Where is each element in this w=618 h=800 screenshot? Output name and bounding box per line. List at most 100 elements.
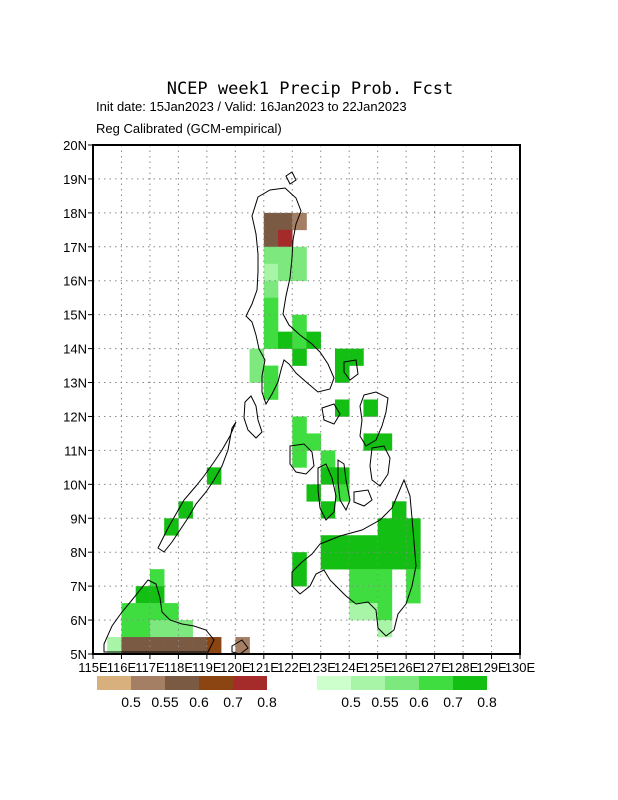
lat-tick-label: 12N <box>63 409 87 424</box>
probability-cell <box>406 586 421 604</box>
probability-cell <box>292 246 307 265</box>
probability-cell <box>391 501 407 519</box>
legend-wet-label: 0.5 <box>341 694 361 710</box>
legend-dry-label: 0.55 <box>151 694 178 710</box>
probability-cell <box>406 535 421 553</box>
probability-cell <box>263 212 279 231</box>
coast-catanduanes <box>343 359 359 381</box>
coast-luzon <box>245 187 335 406</box>
lat-tick-label: 8N <box>70 545 87 560</box>
probability-cell <box>278 246 293 265</box>
latitude-tick-labels: 5N 6N 7N 8N 9N 10N 11N 12N 13N 14N 15N 16N 17N 18N 19N… <box>63 138 93 662</box>
probability-cell <box>334 535 350 553</box>
probability-cell <box>263 382 279 400</box>
probability-cell <box>363 552 378 570</box>
probability-cell <box>363 399 378 417</box>
probability-cell <box>149 586 165 604</box>
lat-tick-label: 15N <box>63 308 87 323</box>
probability-cell <box>292 331 307 349</box>
lon-tick-label: 117E <box>135 660 165 675</box>
probability-cell <box>263 365 279 383</box>
lon-tick-label: 121E <box>249 660 280 675</box>
lat-tick-label: 20N <box>63 138 87 153</box>
coast-leyte <box>369 445 391 487</box>
probability-cell <box>363 569 378 587</box>
legend-dry-swatch <box>97 676 131 690</box>
lon-tick-label: 123E <box>306 660 337 675</box>
probability-cell <box>206 637 222 655</box>
probability-cell <box>164 637 179 655</box>
probability-cell <box>164 603 179 621</box>
legend-wet-swatch <box>351 676 385 690</box>
probability-cell <box>377 535 393 553</box>
lat-tick-label: 9N <box>70 511 87 526</box>
probability-cell <box>292 552 307 570</box>
probability-cell <box>135 603 151 621</box>
lon-tick-label: 118E <box>164 660 194 675</box>
probability-cell <box>292 263 307 282</box>
legend-dry-swatch <box>131 676 165 690</box>
coast-bohol <box>353 489 373 507</box>
probability-cell <box>292 569 307 587</box>
probability-cell <box>306 331 322 349</box>
lat-tick-label: 17N <box>63 240 87 255</box>
lon-tick-label: 128E <box>448 660 479 675</box>
legend-wet-swatch <box>419 676 453 690</box>
lat-tick-label: 11N <box>64 443 87 458</box>
legend-wet-label: 0.7 <box>443 694 463 710</box>
probability-cell <box>406 518 421 536</box>
coast-babuyan <box>285 171 297 185</box>
lat-tick-label: 5N <box>70 647 87 662</box>
probability-cell <box>278 331 293 349</box>
probability-cell <box>135 637 151 655</box>
probability-cell <box>278 229 293 248</box>
probability-cell <box>263 297 279 315</box>
coast-negros <box>317 463 337 521</box>
probability-cell <box>363 603 378 621</box>
probability-cell <box>149 637 165 655</box>
probability-cell <box>377 620 393 638</box>
probability-cell <box>320 467 336 485</box>
lat-tick-label: 7N <box>70 579 87 594</box>
lon-tick-label: 124E <box>334 660 365 675</box>
legend-dry-label: 0.7 <box>223 694 243 710</box>
probability-cell <box>391 535 407 553</box>
probability-cell <box>292 314 307 332</box>
lon-tick-label: 116E <box>107 660 137 675</box>
probability-cell <box>406 552 421 570</box>
probability-cell <box>292 450 307 468</box>
probability-cell <box>363 433 378 451</box>
probability-cell <box>391 518 407 536</box>
probability-cell <box>334 467 350 485</box>
lat-tick-label: 13N <box>63 376 87 391</box>
lon-tick-label: 120E <box>220 660 251 675</box>
legend-above-normal: 0.5 0.55 0.6 0.7 0.8 <box>317 676 497 710</box>
probability-cell <box>135 620 151 638</box>
probability-cell <box>206 467 222 485</box>
probability-cell <box>334 365 350 383</box>
lon-tick-label: 115E <box>78 660 108 675</box>
map-title: NCEP week1 Precip Prob. Fcst <box>167 79 454 99</box>
coast-mindanao <box>291 478 417 637</box>
probability-cell <box>334 348 350 366</box>
legend-dry-swatch <box>165 676 199 690</box>
probability-cell <box>320 552 336 570</box>
grid-lines <box>93 145 520 654</box>
probability-cells <box>107 212 421 655</box>
probability-cell <box>320 450 336 468</box>
legend-wet-label: 0.6 <box>409 694 429 710</box>
probability-cell <box>306 484 322 502</box>
lon-tick-label: 130E <box>505 660 536 675</box>
probability-cell <box>121 603 136 621</box>
probability-cell <box>334 399 350 417</box>
lon-tick-label: 122E <box>277 660 308 675</box>
lon-tick-label: 119E <box>192 660 222 675</box>
probability-cell <box>121 620 136 638</box>
probability-cell <box>278 212 293 231</box>
probability-cell <box>377 586 393 604</box>
probability-cell <box>263 314 279 332</box>
coast-panay <box>289 443 315 475</box>
probability-cell <box>263 263 279 282</box>
probability-cell <box>334 552 350 570</box>
legend-wet-swatch <box>317 676 351 690</box>
